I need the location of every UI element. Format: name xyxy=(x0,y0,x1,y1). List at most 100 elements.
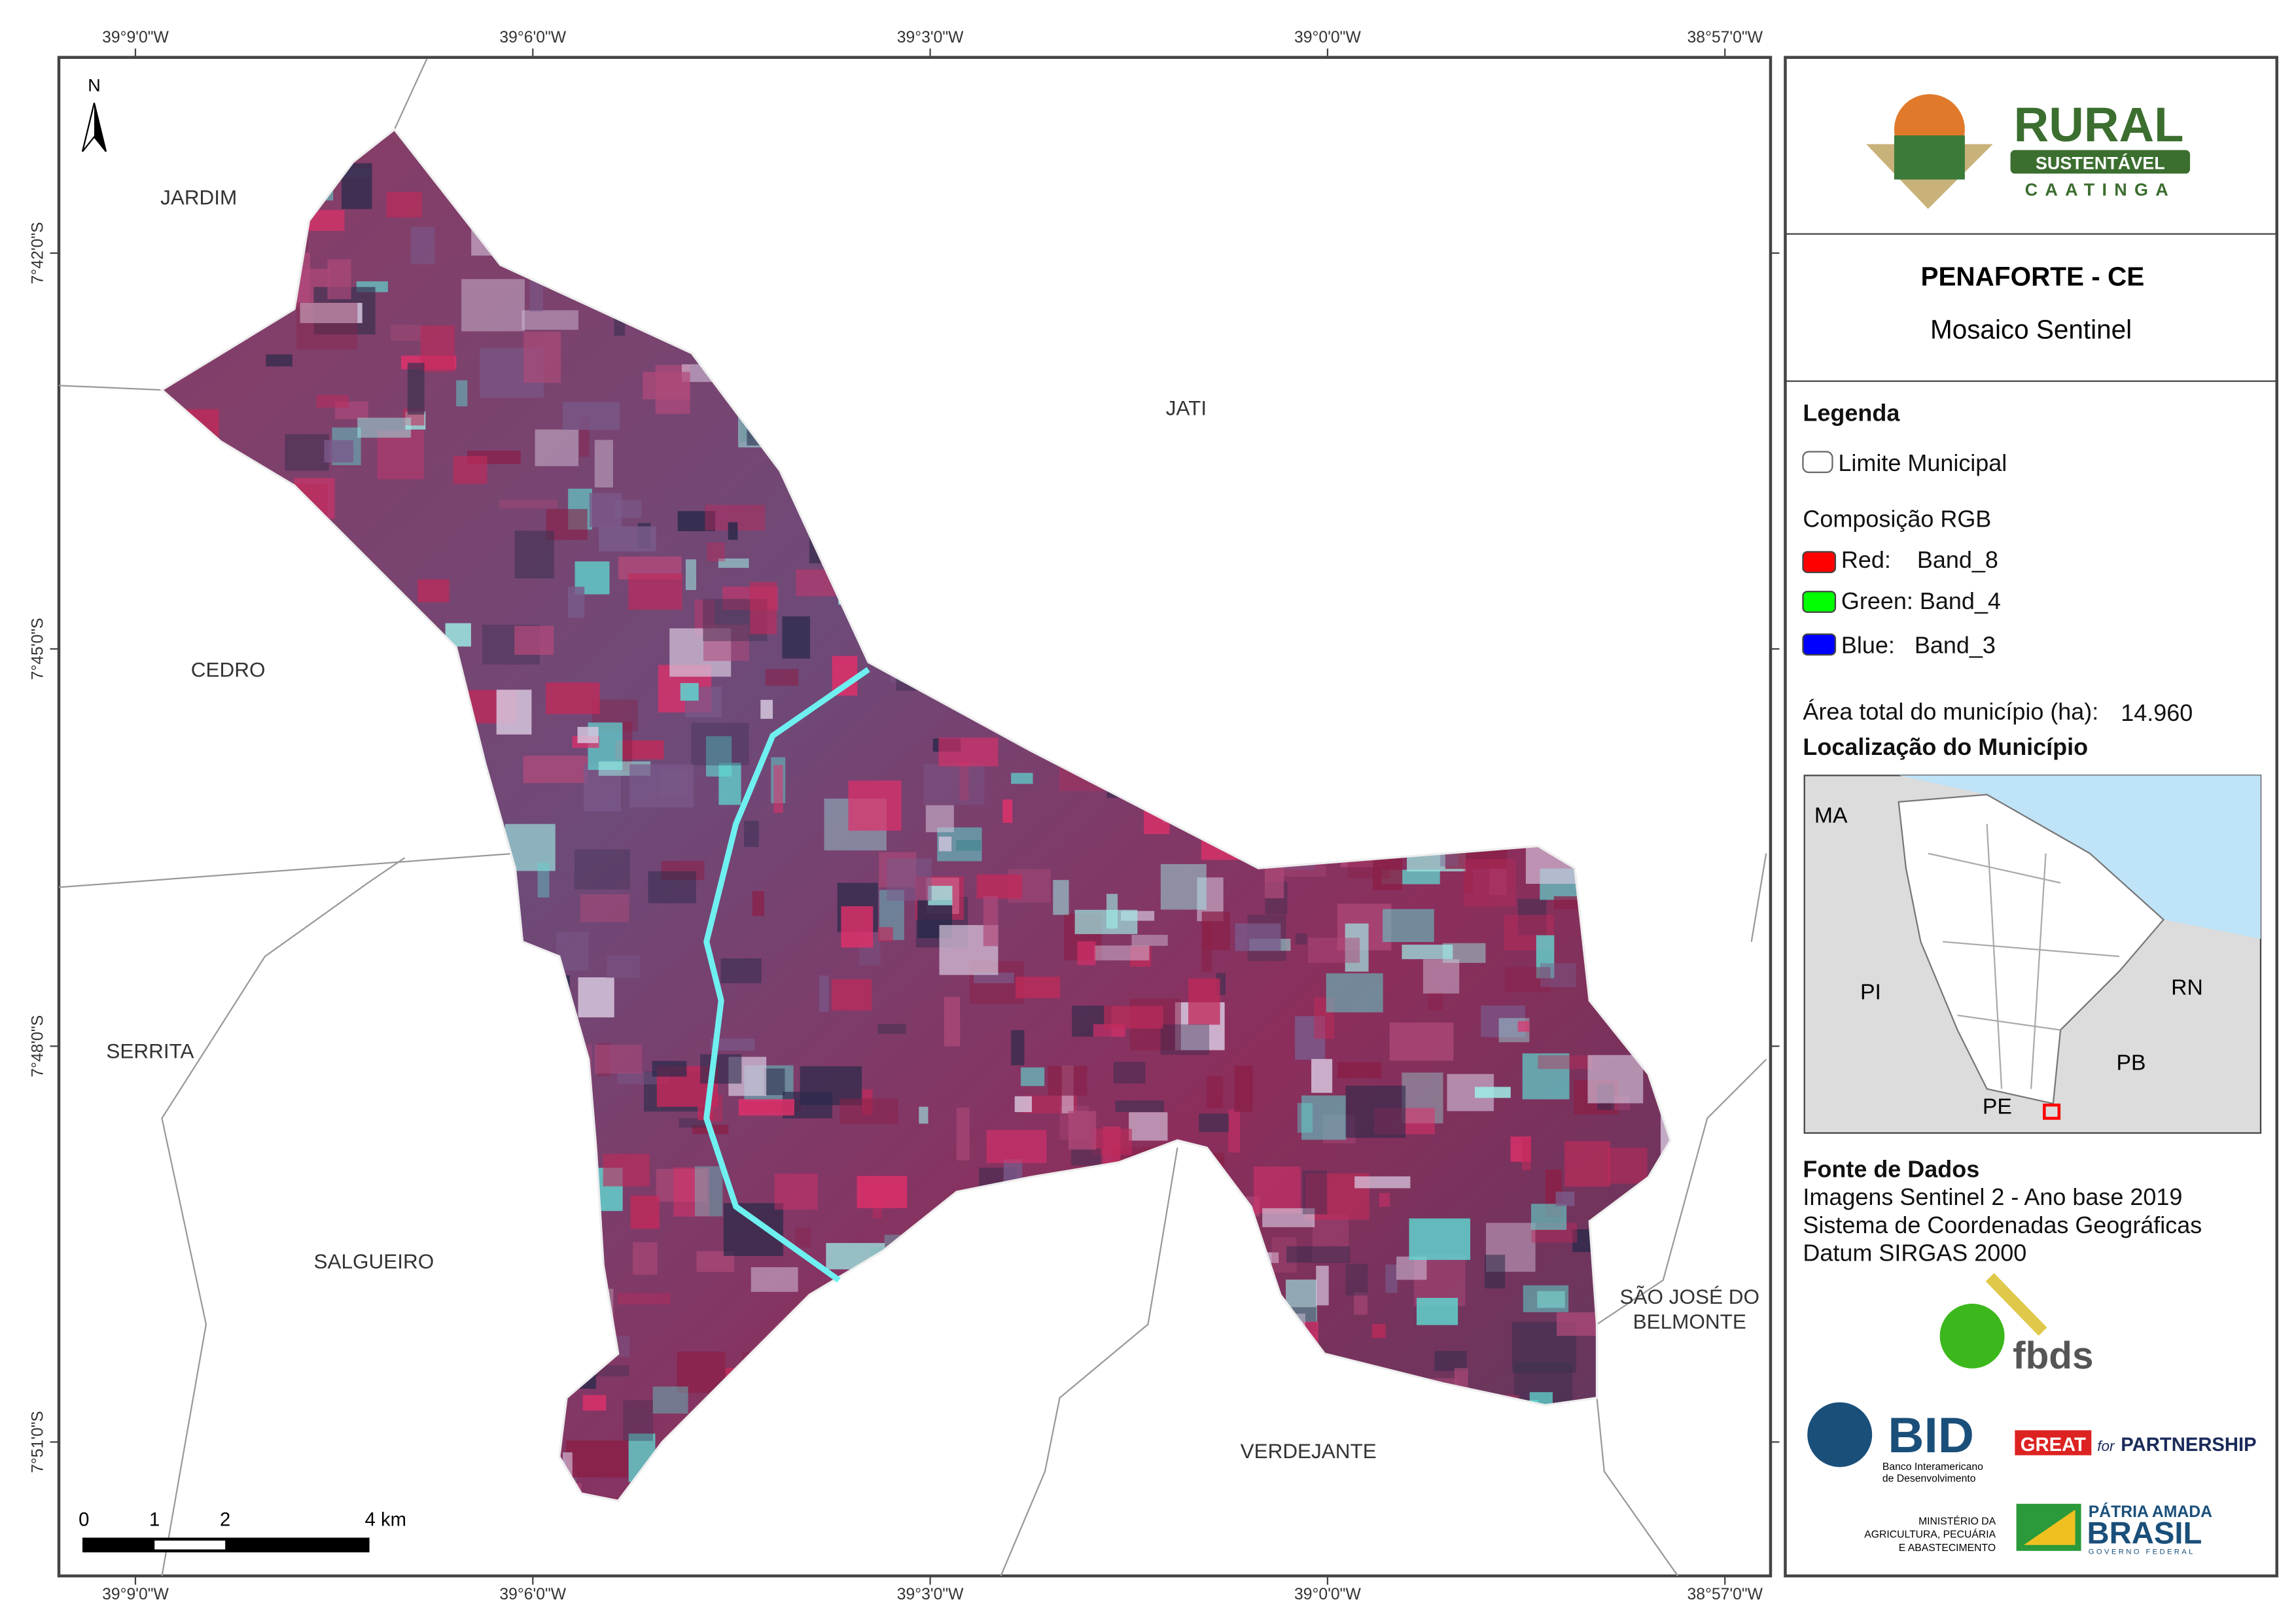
mosaic-patch xyxy=(523,756,588,784)
mosaic-patch xyxy=(568,586,585,618)
mosaic-patch xyxy=(694,1166,723,1217)
source-line: Datum SIRGAS 2000 xyxy=(1803,1240,2026,1266)
inset-map: MA PI RN PB PE xyxy=(1803,775,2262,1134)
mosaic-patch xyxy=(628,573,682,610)
longitude-label: 38°57'0"W xyxy=(1687,1586,1763,1603)
great-logo: GREAT xyxy=(2021,1435,2086,1456)
mosaic-patch xyxy=(407,362,425,415)
patria: PÁTRIA AMADA xyxy=(2089,1503,2212,1521)
longitude-label: 39°3'0"W xyxy=(897,1586,964,1603)
mosaic-patch xyxy=(1326,973,1383,1013)
mosaic-patch xyxy=(877,1024,906,1034)
mosaic-patch xyxy=(673,1167,710,1217)
mosaic-patch xyxy=(300,302,362,323)
place-label: JARDIM xyxy=(160,186,237,209)
mosaic-patch xyxy=(1271,1237,1297,1273)
mosaic-patch xyxy=(976,874,1023,899)
location-title: Localização do Município xyxy=(1803,733,2088,760)
mosaic-patch xyxy=(691,722,749,766)
mosaic-patch xyxy=(357,417,412,438)
scale-label: 1 xyxy=(149,1510,160,1531)
legend-item: Composição RGB xyxy=(1803,505,1991,532)
mosaic-patch xyxy=(594,1045,643,1074)
mosaic-patch xyxy=(617,1293,671,1305)
mosaic-patch xyxy=(1129,1112,1168,1141)
mosaic-patch xyxy=(1115,1100,1164,1112)
mosaic-patch xyxy=(1002,799,1013,824)
mosaic-patch xyxy=(565,1440,629,1478)
mosaic-patch xyxy=(711,1038,755,1051)
scale-bar: 0 1 2 4 km xyxy=(79,1510,406,1553)
mosaic-patch xyxy=(923,763,985,805)
mosaic-patch xyxy=(919,1106,928,1124)
mosaic-patch xyxy=(766,669,799,686)
mosaic-patch xyxy=(983,896,998,947)
mosaic-patch xyxy=(1475,1087,1511,1098)
logo-text: RURAL xyxy=(2014,97,2184,152)
mosaic-patch xyxy=(1538,1055,1592,1070)
state-label: RN xyxy=(2171,975,2203,1000)
mosaic-patch xyxy=(1504,967,1551,992)
longitude-label: 39°6'0"W xyxy=(499,29,566,46)
mosaic-patch xyxy=(1071,1148,1101,1166)
north-label: N xyxy=(88,75,101,95)
mosaic-patch xyxy=(1523,1285,1569,1312)
mosaic-patch xyxy=(718,558,749,568)
mosaic-patch xyxy=(720,958,762,983)
mosaic-patch xyxy=(652,1386,688,1414)
scale-label: 4 km xyxy=(365,1510,406,1531)
mosaic-patch xyxy=(453,456,487,484)
mosaic-patch xyxy=(582,1395,607,1411)
mosaic-patch xyxy=(760,699,773,719)
mosaic-patch xyxy=(1481,1005,1525,1038)
mosaic-patch xyxy=(1021,1067,1045,1087)
place-label: JATI xyxy=(1166,396,1207,419)
municipal-boundaries xyxy=(58,58,1767,1577)
mosaic-patch xyxy=(1312,1214,1349,1262)
state-label: PE xyxy=(1983,1094,2012,1119)
north-arrow: N xyxy=(81,75,107,152)
mosaic-patch xyxy=(795,1227,811,1248)
mosaic-patch xyxy=(1371,1324,1386,1338)
mosaic-patch xyxy=(589,493,622,527)
state-label: PB xyxy=(2117,1050,2146,1075)
mosaic-patch xyxy=(1555,1191,1575,1206)
latitude-label: 7°42'0"S xyxy=(29,222,46,284)
mosaic-patch xyxy=(643,372,690,400)
mosaic-patch xyxy=(677,511,715,531)
legend-title: Legenda xyxy=(1803,399,1900,426)
mosaic-patch xyxy=(752,891,764,916)
mosaic-patch xyxy=(1311,1058,1333,1093)
longitude-label: 39°0'0"W xyxy=(1294,29,1361,46)
mosaic-patch xyxy=(603,1153,650,1187)
mosaic-patch xyxy=(944,996,961,1047)
mosaic-patch xyxy=(1316,1265,1329,1306)
mosaic-patch xyxy=(1264,864,1284,899)
mosaic-patch xyxy=(707,542,725,562)
mosaic-patch xyxy=(819,975,829,1012)
mosaic-patch xyxy=(938,737,998,767)
fbds-logo: fbds xyxy=(2013,1335,2093,1377)
mosaic-patch xyxy=(563,402,620,430)
mosaic-patch xyxy=(679,1118,710,1128)
mosaic-patch xyxy=(1354,1292,1368,1315)
mosaic-patch xyxy=(514,625,554,655)
mosaic-patch xyxy=(535,429,579,466)
state-label: MA xyxy=(1814,803,1848,828)
latitude-label: 7°45'0"S xyxy=(29,618,46,680)
mosaic-patch xyxy=(959,761,969,801)
mosaic-patch xyxy=(1253,1166,1301,1213)
place-label: SERRITA xyxy=(106,1039,194,1062)
mosaic-patch xyxy=(1536,935,1555,979)
brasil: BRASIL xyxy=(2087,1516,2202,1551)
mosaic-patch xyxy=(577,727,599,743)
mosaic-patch xyxy=(744,820,759,847)
mosaic-patch xyxy=(377,430,424,480)
legend-swatch xyxy=(1802,451,1833,474)
place-label: SALGUEIRO xyxy=(313,1249,434,1273)
mosaic-patch xyxy=(499,499,557,509)
mosaic-patch xyxy=(887,858,932,901)
mosaic-patch xyxy=(1199,1113,1229,1132)
mosaic-patch xyxy=(1572,1229,1591,1252)
